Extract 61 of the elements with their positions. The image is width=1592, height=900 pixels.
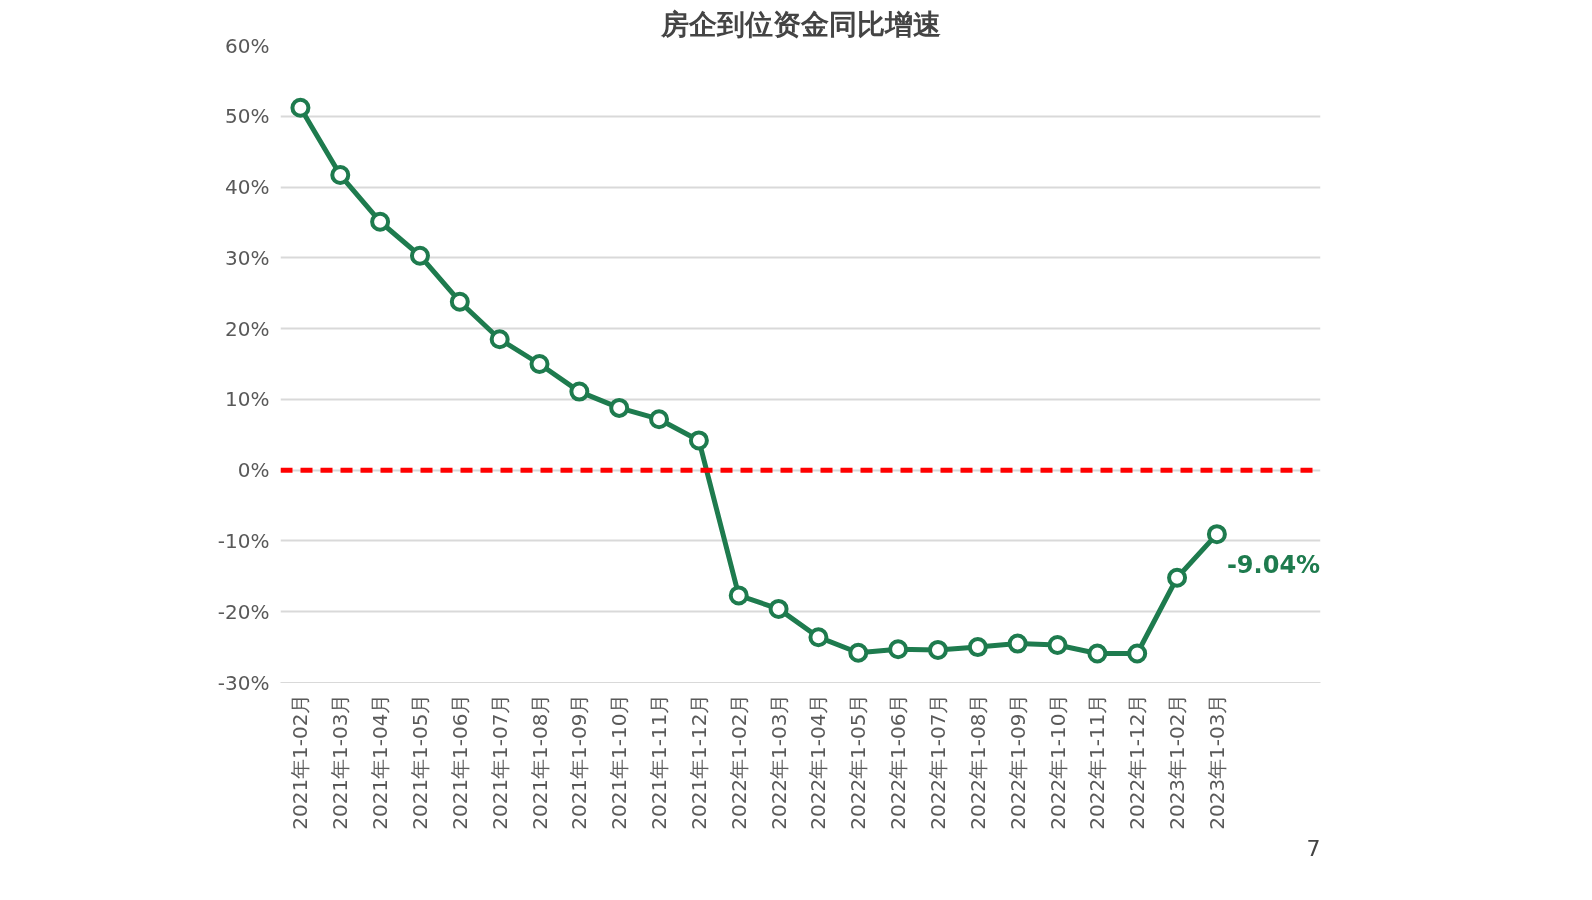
point: [1087, 643, 1108, 664]
x-tick-label: 2022年1-08月: [965, 693, 990, 830]
x-tick-label: 2021年1-06月: [447, 693, 472, 830]
point: [1167, 567, 1188, 588]
x-tick-label: 2022年1-04月: [806, 693, 831, 830]
x-tick-label: 2021年1-09月: [567, 693, 592, 830]
y-tick-label: 20%: [225, 316, 270, 341]
point: [330, 165, 351, 186]
point: [728, 585, 749, 606]
point: [609, 397, 630, 418]
x-tick-label: 2022年1-03月: [766, 693, 791, 830]
x-tick-label: 2022年1-06月: [886, 693, 911, 830]
x-tick-label: 2021年1-10月: [607, 693, 632, 830]
point: [808, 627, 829, 648]
y-tick-label: -20%: [217, 599, 270, 624]
text: 7: [1306, 835, 1321, 861]
x-tick-label: 2022年1-09月: [1005, 693, 1030, 830]
x-tick-label: 2022年1-02月: [726, 693, 751, 830]
chart-title: 房企到位资金同比增速: [659, 7, 941, 41]
y-tick-label: 40%: [225, 175, 270, 200]
point: [927, 639, 948, 660]
x-tick-label: 2021年1-02月: [288, 693, 313, 830]
x-tick-label: 2022年1-07月: [925, 693, 950, 830]
point: [848, 642, 869, 663]
y-tick-label: 60%: [225, 33, 270, 58]
data-label: -9.04%: [1226, 551, 1321, 580]
x-tick-label: 2021年1-12月: [686, 693, 711, 830]
point: [489, 329, 510, 350]
y-tick-label: -10%: [217, 528, 270, 553]
x-tick-label: 2021年1-11月: [647, 693, 672, 830]
x-tick-label: 2022年1-05月: [846, 693, 871, 830]
point: [529, 354, 550, 374]
y-tick-label: 10%: [225, 387, 270, 412]
point: [888, 639, 909, 660]
x-tick-label: 2021年1-07月: [487, 693, 512, 830]
x-tick-label: 2023年1-02月: [1165, 693, 1190, 830]
y-tick-label: 30%: [225, 245, 270, 270]
point: [1047, 635, 1068, 655]
point: [649, 409, 670, 430]
y-tick-label: -30%: [217, 670, 270, 695]
point: [967, 637, 988, 658]
x-tick-label: 2021年1-08月: [527, 693, 552, 830]
x-tick-label: 2021年1-03月: [328, 693, 353, 830]
x-tick-label: 2022年1-12月: [1125, 693, 1150, 830]
point: [409, 245, 430, 266]
x-tick-label: 2022年1-10月: [1045, 693, 1070, 830]
x-tick-label: 2023年1-03月: [1204, 693, 1229, 830]
point: [370, 211, 391, 232]
y-tick-label: 0%: [237, 458, 270, 483]
x-tick-label: 2021年1-04月: [368, 693, 393, 830]
point: [1206, 524, 1227, 545]
x-tick-label: 2021年1-05月: [407, 693, 432, 830]
point: [449, 291, 470, 312]
point: [290, 97, 311, 118]
point: [688, 430, 709, 451]
point: [1007, 633, 1028, 654]
point: [569, 381, 590, 402]
point: [1127, 643, 1148, 664]
point: [768, 598, 789, 619]
y-tick-label: 50%: [225, 104, 270, 129]
x-tick-label: 2022年1-11月: [1085, 693, 1110, 830]
